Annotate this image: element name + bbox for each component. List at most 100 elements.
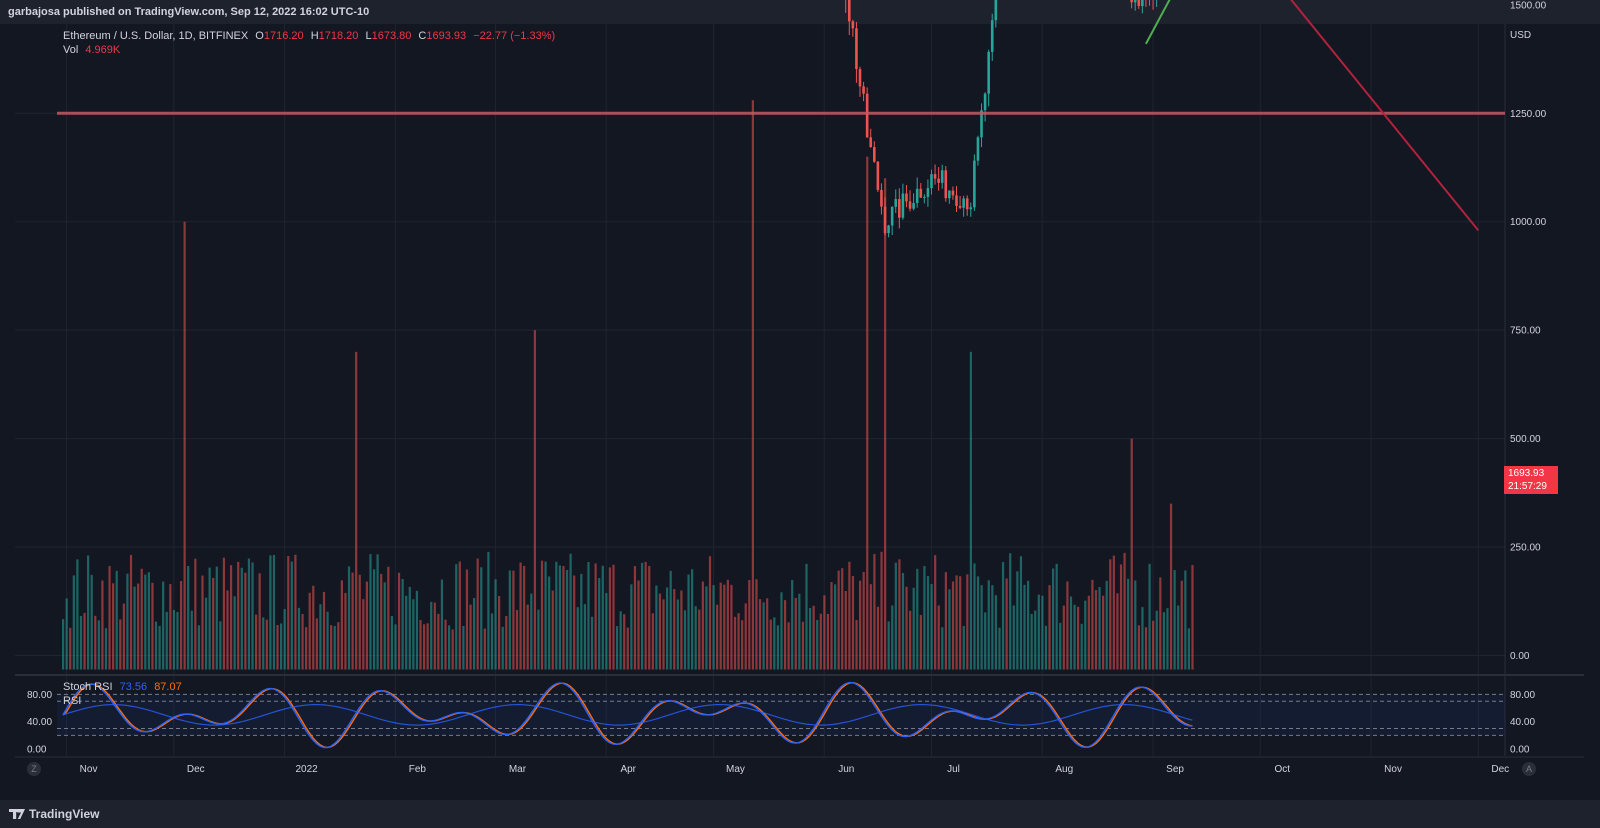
brand[interactable]: TradingView [9, 807, 99, 821]
publish-bar: garbajosa published on TradingView.com, … [0, 0, 1600, 24]
volume-bar [1016, 571, 1019, 670]
uptrend-trendline [1145, 0, 1171, 45]
volume-bar [372, 569, 376, 670]
candle-body [980, 110, 983, 138]
candle-body [937, 178, 940, 183]
volume-bar [287, 556, 290, 670]
candle-body [912, 203, 915, 209]
volume-bar [837, 570, 840, 670]
volume-bar [1177, 605, 1180, 670]
volume-bar [826, 613, 830, 670]
osc-tick-label-left: 40.00 [27, 717, 52, 728]
volume-bar [197, 625, 201, 670]
volume-bar [1191, 565, 1194, 670]
volume-bar [183, 221, 186, 670]
candle-body [908, 201, 912, 209]
volume-bar [537, 609, 540, 670]
stoch-band-fill [57, 694, 1505, 736]
vol-label[interactable]: Vol [63, 44, 79, 56]
volume-bar [387, 566, 390, 670]
volume-bar [859, 580, 862, 670]
time-tick-label: Apr [620, 764, 636, 775]
volume-bar [705, 586, 708, 670]
volume-bar [487, 551, 490, 670]
volume-bar [1005, 578, 1008, 670]
tradingview-logo-icon [9, 809, 25, 819]
volume-bar [987, 580, 990, 670]
candle-body [851, 21, 855, 29]
stoch-d-line [62, 681, 1193, 749]
volume-bar [962, 625, 965, 670]
volume-bar [347, 566, 351, 670]
volume-bar [383, 582, 386, 670]
volume-bar [272, 554, 276, 670]
publish-info: garbajosa published on TradingView.com, … [8, 6, 370, 18]
volume-bar [276, 625, 279, 670]
volume-bar [1073, 604, 1076, 670]
volume-bar [119, 619, 122, 670]
candle-body [872, 147, 876, 162]
volume-bar [691, 569, 694, 670]
high-value: 1718.20 [318, 30, 359, 42]
volume-bar [433, 602, 436, 670]
volume-bar [601, 565, 604, 670]
volume-bar [333, 626, 336, 670]
volume-bar [698, 609, 701, 670]
volume-bar [308, 592, 311, 670]
volume-bar [1187, 628, 1191, 670]
volume-bar [358, 574, 361, 670]
candles [845, 0, 1158, 238]
time-tick-label: Mar [509, 764, 527, 775]
candle-body [890, 206, 894, 226]
volume-bar [390, 616, 394, 670]
volume-bar [1184, 570, 1187, 670]
auto-scale-button[interactable]: A [1522, 762, 1536, 776]
volume-bar [573, 575, 576, 670]
volume-bar [72, 575, 75, 670]
volume-bar [1159, 577, 1162, 670]
time-tick-label: Aug [1055, 764, 1073, 775]
close-value: 1693.93 [426, 30, 467, 42]
candle-body [1130, 0, 1133, 3]
volume-bar [1119, 564, 1123, 670]
time-axis: Nov Dec 2022 Feb Mar Apr May Jun Jul Aug Sep Oct Nov… [80, 764, 1510, 775]
volume-bar [687, 574, 690, 670]
volume-bar [394, 624, 397, 670]
volume-bar [1077, 606, 1080, 670]
volume-bar [830, 582, 833, 670]
volume-bar [833, 584, 837, 670]
volume-bar [465, 569, 469, 670]
volume-bar [1066, 581, 1069, 670]
volume-bar [669, 570, 672, 670]
brand-name: TradingView [29, 807, 100, 821]
volume-bar [576, 607, 579, 670]
bar-countdown: 21:57:29 [1508, 481, 1547, 492]
candle-body [944, 170, 948, 199]
time-tick-label: May [726, 764, 745, 775]
volume-bar [905, 586, 908, 670]
symbol-name[interactable]: Ethereum / U.S. Dollar, 1D, BITFINEX [63, 30, 249, 42]
time-tick-label: Nov [1384, 764, 1402, 775]
chart-svg[interactable]: USD5500.005250.005000.004750.004500.0042… [0, 0, 1600, 800]
volume-bar [651, 613, 654, 670]
candle-body [894, 199, 898, 207]
volume-bar [305, 627, 308, 670]
volume-bar [1141, 607, 1144, 670]
volume-bar [1055, 563, 1058, 670]
price-axis: USD5500.005250.005000.004750.004500.0042… [1510, 0, 1547, 662]
stoch-label[interactable]: Stoch RSI [63, 681, 113, 693]
volume-bar [723, 584, 726, 670]
volume-bar [1084, 600, 1087, 670]
volume-bar [498, 596, 501, 670]
volume-bar [791, 579, 794, 670]
rsi-label[interactable]: RSI [63, 695, 82, 707]
volume-bar [473, 598, 476, 670]
volume-bar [415, 590, 419, 670]
zoom-corner-button[interactable]: Z [27, 762, 41, 776]
candle-body [969, 207, 973, 210]
volume-bar [812, 605, 815, 670]
volume-bar [1102, 595, 1105, 670]
volume-bar [708, 556, 712, 670]
volume-bar [976, 576, 980, 670]
volume-bar [444, 619, 447, 670]
